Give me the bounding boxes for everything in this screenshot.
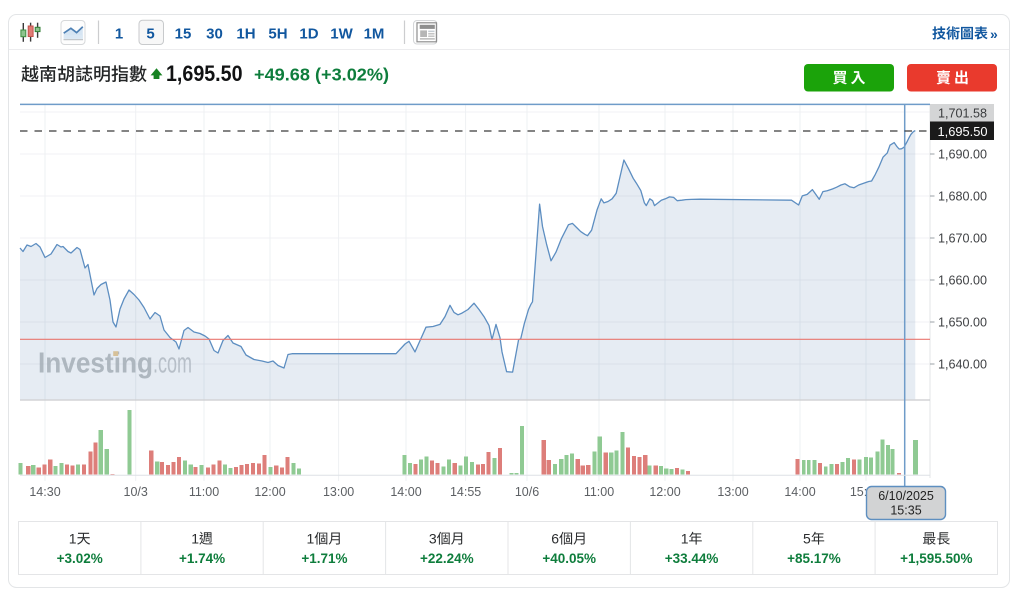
svg-text:1: 1 bbox=[115, 26, 123, 43]
svg-text:+3.02%: +3.02% bbox=[57, 551, 103, 566]
svg-text:1,660.00: 1,660.00 bbox=[938, 273, 987, 287]
svg-text:6: 6 bbox=[551, 531, 559, 547]
svg-text:1: 1 bbox=[307, 531, 315, 547]
svg-text:12:00: 12:00 bbox=[254, 485, 285, 499]
svg-text:1,690.00: 1,690.00 bbox=[938, 147, 987, 161]
svg-text:13:00: 13:00 bbox=[323, 485, 354, 499]
svg-text:+1,595.50%: +1,595.50% bbox=[900, 551, 972, 566]
svg-text:+85.17%: +85.17% bbox=[787, 551, 841, 566]
svg-text:1,695.50: 1,695.50 bbox=[166, 61, 243, 86]
svg-text:14:30: 14:30 bbox=[29, 485, 60, 499]
svg-text:+1.74%: +1.74% bbox=[179, 551, 225, 566]
svg-text:+1.71%: +1.71% bbox=[301, 551, 347, 566]
svg-text:1M: 1M bbox=[364, 26, 385, 43]
svg-text:13:00: 13:00 bbox=[717, 485, 748, 499]
svg-text:+33.44%: +33.44% bbox=[665, 551, 719, 566]
svg-text:1,680.00: 1,680.00 bbox=[938, 189, 987, 203]
svg-text:14:55: 14:55 bbox=[450, 485, 481, 499]
svg-text:1,640.00: 1,640.00 bbox=[938, 357, 987, 371]
svg-text:1D: 1D bbox=[299, 26, 318, 43]
svg-text:3: 3 bbox=[429, 531, 437, 547]
svg-text:+40.05%: +40.05% bbox=[542, 551, 596, 566]
svg-text:1,701.58: 1,701.58 bbox=[938, 106, 987, 120]
svg-text:1,695.50: 1,695.50 bbox=[938, 124, 988, 139]
svg-text:11:00: 11:00 bbox=[189, 485, 219, 499]
svg-text:»: » bbox=[990, 26, 998, 42]
svg-text:1W: 1W bbox=[330, 26, 353, 43]
svg-text:5: 5 bbox=[146, 26, 154, 43]
svg-text:1,670.00: 1,670.00 bbox=[938, 231, 987, 245]
svg-text:5H: 5H bbox=[268, 26, 287, 43]
svg-text:11:00: 11:00 bbox=[584, 485, 614, 499]
svg-text:14:00: 14:00 bbox=[390, 485, 421, 499]
svg-text:1: 1 bbox=[681, 531, 689, 547]
svg-text:Investing: Investing bbox=[38, 348, 153, 380]
svg-text:+49.68 (+3.02%): +49.68 (+3.02%) bbox=[254, 65, 389, 85]
svg-text:.com: .com bbox=[153, 348, 192, 380]
svg-text:1: 1 bbox=[69, 531, 77, 547]
svg-text:14:00: 14:00 bbox=[784, 485, 815, 499]
svg-text:30: 30 bbox=[206, 26, 223, 43]
svg-text:12:00: 12:00 bbox=[649, 485, 680, 499]
svg-text:6/10/2025: 6/10/2025 bbox=[878, 489, 934, 503]
svg-text:5: 5 bbox=[803, 531, 811, 547]
svg-text:1,650.00: 1,650.00 bbox=[938, 315, 987, 329]
svg-text:15:35: 15:35 bbox=[890, 504, 921, 518]
svg-text:10/3: 10/3 bbox=[124, 485, 148, 499]
svg-text:10/6: 10/6 bbox=[515, 485, 539, 499]
svg-text:1H: 1H bbox=[236, 26, 255, 43]
svg-text:1: 1 bbox=[191, 531, 199, 547]
svg-text:15: 15 bbox=[175, 26, 192, 43]
svg-text:+22.24%: +22.24% bbox=[420, 551, 474, 566]
